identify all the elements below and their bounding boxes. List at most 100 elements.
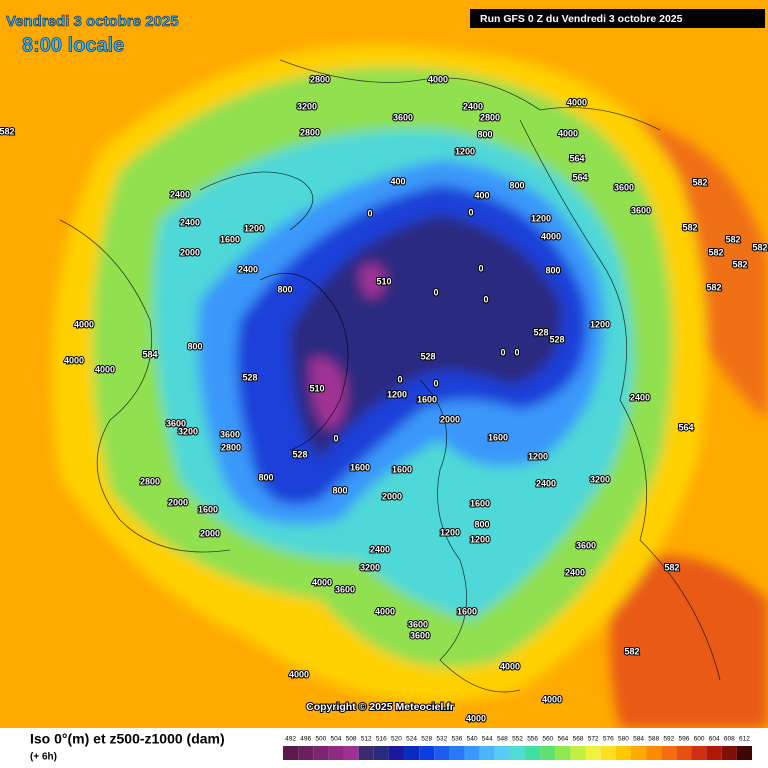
colorbar-label: 512 [361,736,372,743]
contour-label: 2000 [440,414,460,424]
contour-label: 4000 [95,364,115,374]
colorbar-cell [449,746,465,760]
contour-label: 2800 [480,112,500,122]
contour-label: 800 [332,485,347,495]
colorbar-cell [630,746,647,760]
contour-label: 4000 [542,694,562,704]
contour-label: 2400 [180,217,200,227]
contour-label: 510 [376,276,391,286]
colorbar-label: 516 [376,736,387,743]
colorbar-label: 588 [648,736,659,743]
contour-label: 1600 [198,504,218,514]
legend-title: Iso 0°(m) et z500-z1000 (dam) [30,731,225,747]
contour-label: 4000 [289,669,309,679]
colorbar-cell [419,746,435,760]
run-label: Run GFS 0 Z du Vendredi 3 octobre 2025 [480,13,683,25]
contour-label: 4000 [558,128,578,138]
contour-label: 2000 [168,497,188,507]
contour-label: 1600 [392,464,412,474]
contour-label: 3600 [576,540,596,550]
contour-label: 800 [258,472,273,482]
contour-label: 2800 [300,127,320,137]
colorbar-label: 520 [391,736,402,743]
contour-label: 582 [692,177,707,187]
colorbar-cell [661,746,677,760]
map-field [0,0,768,728]
contour-label: 584 [142,349,157,359]
contour-label: 1200 [528,451,548,461]
colorbar-label: 536 [452,736,463,743]
contour-label: 2800 [140,476,160,486]
contour-label: 1600 [457,606,477,616]
contour-label: 800 [509,180,524,190]
colorbar-label: 596 [678,736,689,743]
colorbar: 492 496 500 504 508 512 516 520 524 528 532 536 540 5… [283,736,752,760]
contour-label: 3600 [631,205,651,215]
colorbar-cell [525,746,541,760]
colorbar-cell [358,746,374,760]
contour-label: 2000 [200,528,220,538]
colorbar-cell [343,746,359,760]
field-purple [359,263,385,299]
colorbar-label: 592 [663,736,674,743]
colorbar-label: 564 [557,736,568,743]
contour-label: 0 [500,347,505,357]
contour-label: 528 [292,449,307,459]
contour-label: 4000 [64,355,84,365]
contour-label: 400 [390,176,405,186]
contour-label: 2400 [630,392,650,402]
contour-label: 528 [549,334,564,344]
colorbar-label: 508 [346,736,357,743]
colorbar-cell [283,746,299,760]
contour-label: 528 [242,372,257,382]
contour-label: 0 [514,347,519,357]
colorbar-cell [736,746,752,760]
colorbar-label: 572 [588,736,599,743]
contour-label: 3200 [297,101,317,111]
colorbar-label: 576 [603,736,614,743]
coastlines [59,59,721,693]
contour-label: 4000 [312,577,332,587]
colorbar-label: 500 [315,736,326,743]
contour-label: 1200 [440,527,460,537]
contour-label: 0 [483,294,488,304]
colorbar-cell [585,746,601,760]
contour-label: 2400 [463,101,483,111]
contour-label: 800 [477,129,492,139]
contour-label: 582 [706,282,721,292]
colorbar-cell [313,746,329,760]
colorbar-label: 524 [406,736,417,743]
contour-label: 4000 [567,97,587,107]
colorbar-label: 540 [467,736,478,743]
colorbar-cell [540,746,556,760]
colorbar-label: 580 [618,736,629,743]
colorbar-cell [509,746,526,760]
colorbar-label: 548 [497,736,508,743]
colorbar-cell [646,746,662,760]
colorbar-label: 544 [482,736,493,743]
contour-label: 1600 [488,432,508,442]
contour-label: 2800 [310,74,330,84]
contour-label: 2400 [565,567,585,577]
contour-label: 4000 [541,231,561,241]
colorbar-label: 504 [331,736,342,743]
colorbar-label: 492 [285,736,296,743]
contour-label: 3600 [166,418,186,428]
contour-label: 800 [545,265,560,275]
contour-label: 582 [0,126,15,136]
colorbar-cell [464,746,480,760]
map-date: Vendredi 3 octobre 2025 [6,13,179,30]
contour-label: 1200 [531,213,551,223]
field-navy [290,215,562,460]
colorbar-label: 612 [739,736,750,743]
colorbar-cell [676,746,692,760]
contour-label: 1600 [220,234,240,244]
contour-label: 3600 [335,584,355,594]
contour-label: 3200 [360,562,380,572]
contour-label: 1200 [590,319,610,329]
colorbar-cell [706,746,722,760]
contour-label: 582 [752,242,767,252]
contour-label: 2800 [221,442,241,452]
